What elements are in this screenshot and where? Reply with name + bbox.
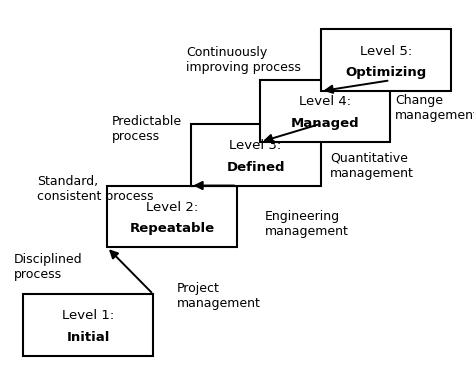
Text: Engineering
management: Engineering management [265, 210, 349, 238]
Text: Level 1:: Level 1: [62, 310, 115, 322]
Bar [260, 80, 390, 142]
Text: Project
management: Project management [177, 282, 261, 310]
Text: Managed: Managed [291, 117, 360, 130]
Bar [191, 124, 320, 186]
Bar [320, 29, 451, 91]
Text: Defined: Defined [226, 161, 285, 174]
Text: Continuously
improving process: Continuously improving process [186, 46, 301, 74]
Bar [23, 294, 154, 356]
Text: Level 3:: Level 3: [229, 139, 282, 152]
Text: Repeatable: Repeatable [129, 222, 215, 235]
Text: Level 4:: Level 4: [299, 95, 351, 108]
Text: Quantitative
management: Quantitative management [330, 152, 414, 180]
Text: Disciplined
process: Disciplined process [14, 253, 82, 281]
Text: Level 5:: Level 5: [359, 45, 412, 57]
Text: Level 2:: Level 2: [146, 201, 198, 214]
Text: Predictable
process: Predictable process [111, 115, 182, 143]
Text: Change
management: Change management [395, 93, 474, 121]
Bar [107, 186, 237, 247]
Text: Standard,
consistent process: Standard, consistent process [37, 175, 154, 203]
Text: Initial: Initial [67, 331, 110, 344]
Text: Optimizing: Optimizing [345, 66, 426, 79]
